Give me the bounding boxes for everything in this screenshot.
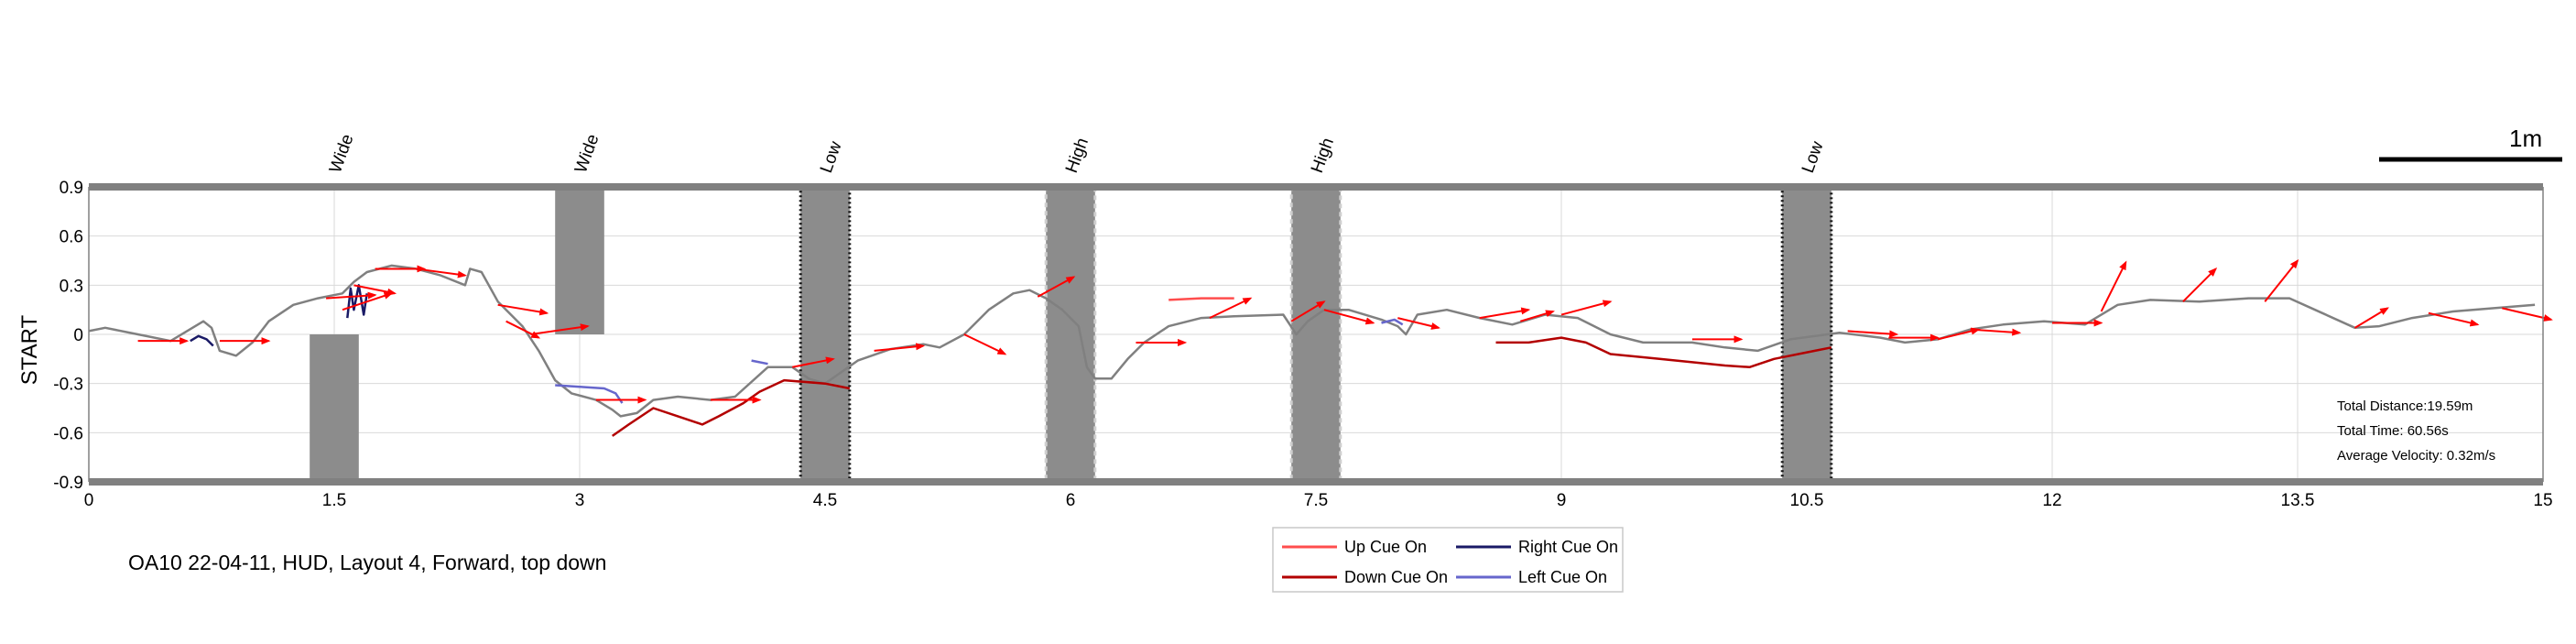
legend-label: Right Cue On [1518, 538, 1618, 556]
chart-caption: OA10 22-04-11, HUD, Layout 4, Forward, t… [128, 551, 606, 574]
heading-arrow [1520, 310, 1555, 322]
series-line [346, 284, 368, 319]
series-line [751, 359, 768, 366]
heading-arrow [963, 333, 1007, 355]
heading-arrow [1560, 300, 1613, 316]
series-line [555, 384, 624, 404]
obstacle-label: Wide [326, 132, 358, 176]
heading-arrow [1479, 307, 1531, 320]
heading-arrow [2354, 307, 2389, 329]
heading-arrow [2502, 307, 2553, 322]
stat-text: Total Time: 60.56s [2337, 423, 2449, 439]
heading-arrows [137, 258, 2553, 404]
heading-arrow [1937, 327, 1981, 341]
series-line [1495, 336, 1832, 369]
heading-arrow [1970, 328, 2022, 336]
series-line [611, 378, 851, 437]
x-tick-label: 12 [2042, 491, 2061, 510]
stat-text: Average Velocity: 0.32m/s [2337, 448, 2495, 464]
legend-label: Up Cue On [1344, 538, 1427, 556]
heading-arrow [874, 343, 926, 352]
legend: Up Cue On Right Cue On Down Cue On Left Cue… [1272, 527, 1624, 593]
x-tick-label: 0 [84, 491, 94, 510]
y-axis-label: START [17, 314, 42, 385]
axis-top-bar [89, 183, 2543, 191]
obstacle [310, 334, 359, 482]
obstacle-label: Low [817, 139, 846, 176]
x-tick-label: 6 [1066, 491, 1076, 510]
legend-label: Down Cue On [1344, 568, 1448, 586]
heading-arrow [1323, 309, 1375, 325]
obstacles [310, 185, 1833, 484]
obstacle-label: High [1308, 136, 1338, 176]
y-tick-label: -0.9 [53, 474, 83, 493]
heading-arrow [497, 303, 549, 316]
axes [88, 183, 2544, 486]
obstacle [555, 187, 604, 334]
heading-arrow [1397, 317, 1440, 330]
legend-label: Left Cue On [1518, 568, 1607, 586]
heading-arrow [416, 267, 467, 278]
x-tick-label: 1.5 [322, 491, 346, 510]
heading-arrow [1290, 300, 1326, 322]
obstacle-label: High [1062, 136, 1092, 176]
y-tick-label: 0.3 [60, 277, 83, 296]
heading-arrow [2428, 311, 2480, 327]
heading-arrow [2182, 267, 2218, 302]
heading-arrow [505, 320, 541, 339]
heading-arrow [1847, 330, 1899, 338]
heading-arrow [1209, 297, 1253, 320]
heading-arrow [342, 292, 394, 311]
scale-bar-label: 1m [2509, 125, 2542, 152]
series-line [1168, 297, 1234, 301]
x-tick-label: 7.5 [1304, 491, 1328, 510]
y-tick-label: -0.6 [53, 424, 83, 443]
series-line [1381, 318, 1404, 326]
obstacle [1044, 185, 1097, 484]
x-tick-label: 10.5 [1790, 491, 1824, 510]
y-tick-label: 0.9 [60, 179, 83, 198]
y-tick-label: 0.6 [60, 228, 83, 247]
heading-arrow [530, 323, 590, 335]
heading-arrow [326, 291, 377, 300]
y-tick-label: -0.3 [53, 376, 83, 395]
x-tick-label: 3 [575, 491, 585, 510]
stat-text: Total Distance:19.59m [2337, 398, 2473, 414]
annotations: Wide Wide Low High High Low 0 1.5 3 4.5 6 7.5 9 10.5 1… [17, 125, 2562, 593]
axis-bottom-bar [89, 478, 2543, 486]
obstacle [1289, 185, 1342, 484]
x-tick-label: 15 [2533, 491, 2552, 510]
obstacle-label: Low [1799, 139, 1828, 176]
heading-arrow [792, 356, 835, 368]
heading-arrow [353, 284, 397, 296]
x-tick-label: 4.5 [813, 491, 837, 510]
x-tick-label: 13.5 [2281, 491, 2315, 510]
obstacle-label: Wide [571, 132, 603, 176]
heading-arrow [1037, 276, 1076, 298]
x-tick-label: 9 [1557, 491, 1567, 510]
legend-box [1272, 527, 1624, 593]
series-line [190, 334, 214, 347]
obstacle [799, 185, 852, 484]
heading-arrow [2264, 258, 2299, 302]
heading-arrow [2100, 260, 2127, 312]
y-tick-label: 0 [73, 326, 83, 345]
